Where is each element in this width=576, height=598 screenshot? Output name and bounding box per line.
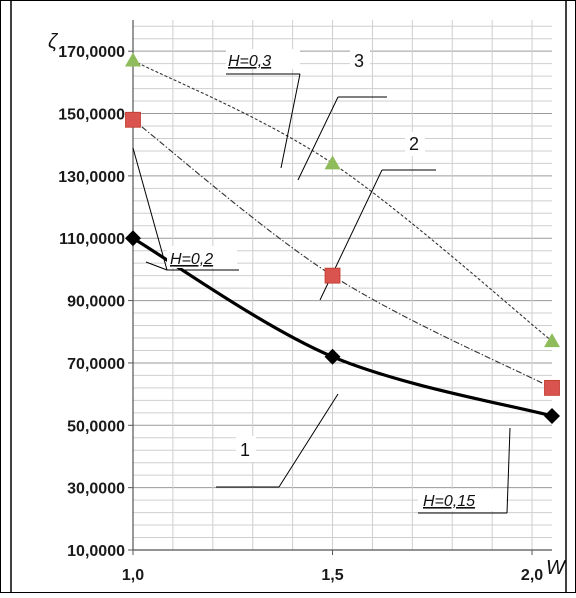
series-2-point — [544, 379, 560, 396]
x-tick-label: 2,0 — [521, 567, 543, 584]
y-axis-label: ζ — [48, 31, 59, 53]
annotation-h015: H=0,15 — [423, 493, 475, 510]
y-tick-label: 150,0000 — [58, 107, 125, 124]
annotation-bg-h02 — [167, 246, 237, 268]
y-tick-label: 110,0000 — [59, 231, 125, 248]
y-tick-label: 170,0000 — [58, 44, 125, 61]
annotation-bg-h03 — [226, 49, 300, 69]
annotation-number-1: 1 — [240, 440, 250, 460]
series-1-point — [544, 407, 560, 424]
series-2-point — [324, 267, 341, 284]
x-tick-label: 1,0 — [122, 567, 144, 584]
annotation-leader-line — [280, 73, 301, 169]
annotation-leader-line — [278, 393, 339, 488]
x-axis-label: W — [546, 557, 567, 579]
series-1-point — [125, 230, 141, 247]
annotation-number-2: 2 — [409, 134, 419, 154]
annotation-leader-line — [297, 96, 339, 181]
series-markers — [125, 52, 560, 424]
y-tick-label: 50,0000 — [67, 418, 125, 435]
annotation-bg-n2 — [405, 132, 425, 156]
y-tick-label: 30,0000 — [67, 481, 125, 498]
annotation-bg-h015 — [418, 489, 506, 511]
tick-labels: 10,0000 30,0000 50,0000 70,0000 90,0000 110,0… — [58, 44, 543, 584]
series-1-point — [324, 348, 341, 365]
annotation-leader-line — [145, 261, 168, 271]
annotation-h02: H=0,2 — [170, 251, 213, 268]
series-2-point — [125, 111, 141, 128]
annotation-leader-line — [506, 427, 511, 514]
annotation-bg-n3 — [350, 50, 370, 74]
y-tick-label: 130,0000 — [58, 169, 125, 186]
series-3-line — [132, 60, 553, 342]
annotation-bg-n1 — [236, 436, 256, 462]
y-tick-label: 90,0000 — [67, 294, 125, 311]
y-tick-label: 70,0000 — [67, 356, 125, 373]
annotation-number-3: 3 — [354, 51, 364, 71]
series-3-point — [324, 155, 341, 170]
x-tick-label: 1,5 — [321, 567, 343, 584]
annotation-leaders — [132, 73, 511, 514]
annotation-leader-line — [132, 147, 168, 271]
grid — [132, 20, 552, 551]
series-3-point — [125, 52, 141, 67]
series-3-point — [544, 333, 560, 348]
annotation-h03: H=0,3 — [228, 53, 271, 70]
axes — [132, 20, 552, 551]
y-tick-label: 10,0000 — [67, 543, 125, 560]
